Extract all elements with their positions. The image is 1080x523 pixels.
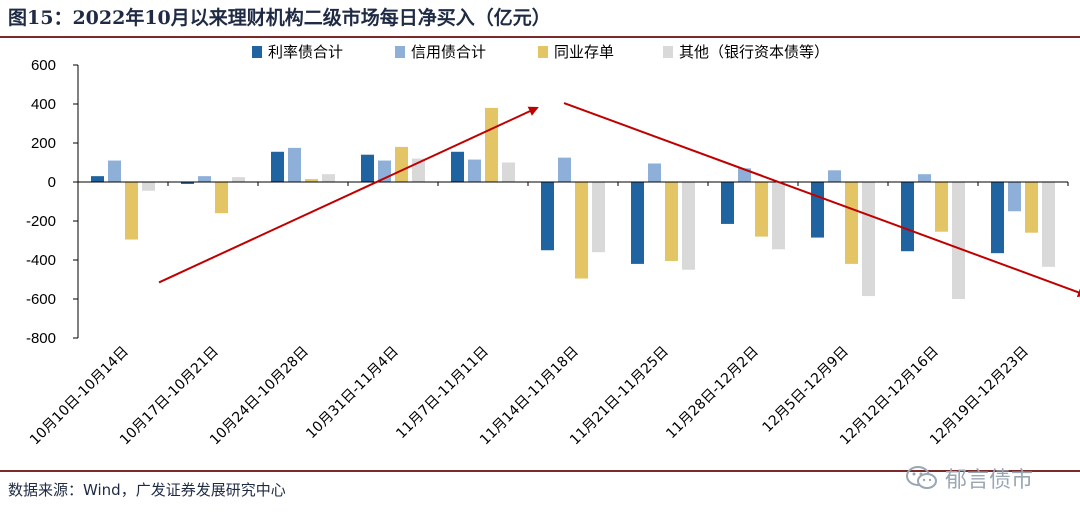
- bar-4: [592, 182, 605, 253]
- bar-4: [232, 177, 245, 182]
- x-tick-label: 11月7日-11月11日: [393, 344, 492, 443]
- y-tick-label: -800: [26, 330, 56, 347]
- wechat-icon: [905, 465, 939, 491]
- bar-3: [125, 182, 138, 240]
- legend-label: 其他（银行资本债等）: [679, 43, 829, 61]
- x-tick-label: 12月19日-12月23日: [927, 344, 1032, 449]
- x-tick-label: 11月28日-12月2日: [663, 344, 762, 443]
- x-tick-label: 10月24日-10月28日: [207, 344, 312, 449]
- bar-2: [648, 163, 661, 182]
- bar-1: [991, 182, 1004, 254]
- y-tick-label: 400: [31, 96, 56, 113]
- bar-2: [828, 170, 841, 182]
- y-tick-label: -200: [26, 213, 56, 230]
- legend-label: 同业存单: [554, 43, 614, 61]
- trend-arrow-1: [158, 106, 539, 284]
- bar-2: [918, 174, 931, 182]
- legend-label: 信用债合计: [411, 43, 486, 61]
- watermark-text: 郁言债市: [945, 468, 1034, 493]
- bar-4: [862, 182, 875, 297]
- bar-1: [631, 182, 644, 264]
- x-tick-label: 12月5日-12月9日: [760, 344, 852, 436]
- bar-1: [271, 151, 284, 182]
- y-tick-label: 600: [31, 57, 56, 74]
- x-tick-label: 10月10日-10月14日: [27, 344, 132, 449]
- legend-label: 利率债合计: [268, 43, 343, 61]
- y-tick-label: 200: [31, 135, 56, 152]
- bar-3: [575, 182, 588, 279]
- bar-3: [1025, 182, 1038, 233]
- y-tick-label: -600: [26, 291, 56, 308]
- bar-2: [468, 159, 481, 182]
- bar-4: [322, 174, 335, 182]
- x-tick-label: 11月21日-11月25日: [567, 344, 672, 449]
- bar-1: [181, 182, 194, 184]
- bar-4: [772, 182, 785, 250]
- bar-4: [952, 182, 965, 299]
- legend-swatch: [663, 46, 673, 58]
- x-tick-label: 12月12日-12月16日: [837, 344, 942, 449]
- legend-swatch: [538, 46, 548, 58]
- bar-1: [811, 182, 824, 238]
- bar-3: [845, 182, 858, 264]
- x-tick-label: 10月17日-10月21日: [117, 344, 222, 449]
- bar-1: [91, 176, 104, 182]
- bar-2: [288, 147, 301, 182]
- chart-title: 图15：2022年10月以来理财机构二级市场每日净买入（亿元）: [8, 7, 551, 29]
- bar-2: [1008, 182, 1021, 212]
- y-tick-label: -400: [26, 252, 56, 269]
- bar-3: [755, 182, 768, 237]
- bar-3: [935, 182, 948, 232]
- bar-1: [901, 182, 914, 252]
- bar-2: [738, 168, 751, 182]
- bar-chart: 6004002000-200-400-600-80010月10日-10月14日1…: [26, 43, 1080, 449]
- x-tick-label: 11月14日-11月18日: [477, 344, 582, 449]
- legend-swatch: [252, 46, 262, 58]
- trend-arrow-2: [563, 102, 1080, 298]
- watermark: 郁言债市: [905, 462, 1033, 494]
- bar-1: [541, 182, 554, 251]
- legend-swatch: [395, 46, 405, 58]
- bar-4: [502, 162, 515, 182]
- title-rule: [0, 36, 1080, 38]
- bar-4: [1042, 182, 1055, 267]
- bar-3: [665, 182, 678, 261]
- bar-4: [682, 182, 695, 270]
- data-source: 数据来源：Wind，广发证券发展研究中心: [8, 481, 286, 499]
- bar-3: [305, 179, 318, 182]
- bar-1: [451, 151, 464, 182]
- bar-3: [395, 146, 408, 182]
- bar-2: [198, 176, 211, 182]
- bar-3: [485, 107, 498, 182]
- bar-1: [361, 154, 374, 182]
- footer-rule: [0, 470, 1080, 472]
- bar-4: [142, 182, 155, 191]
- bar-2: [108, 160, 121, 182]
- bar-1: [721, 182, 734, 224]
- y-tick-label: 0: [48, 174, 56, 191]
- bar-2: [558, 157, 571, 182]
- x-tick-label: 10月31日-11月4日: [303, 344, 402, 443]
- bar-3: [215, 182, 228, 214]
